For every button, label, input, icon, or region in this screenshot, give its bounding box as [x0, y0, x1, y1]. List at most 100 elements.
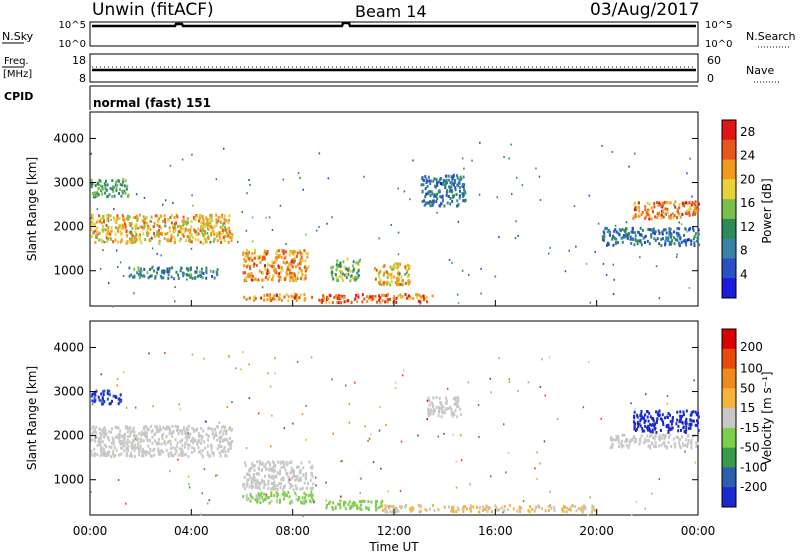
power-cell	[613, 229, 616, 233]
power-cell	[637, 201, 640, 205]
vel-cell	[261, 495, 264, 499]
vel-cell	[690, 446, 693, 450]
power-cell	[191, 276, 194, 280]
vel-noise-cell	[265, 493, 268, 496]
vel-cell	[350, 505, 352, 509]
vel-cell	[663, 441, 666, 445]
power-cell	[269, 296, 271, 300]
vel-cell	[659, 417, 662, 421]
power-cell	[277, 254, 280, 258]
power-cell	[138, 234, 141, 238]
power-cell	[383, 293, 386, 297]
vel-noise-cell	[117, 479, 120, 481]
power-cell	[601, 235, 604, 239]
vel-cell	[374, 504, 377, 508]
power-cell	[446, 189, 449, 193]
power-cell	[202, 217, 204, 221]
power-cell	[173, 241, 176, 244]
power-cell	[644, 234, 647, 238]
vel-cell	[254, 482, 257, 486]
vel-cell	[242, 495, 245, 499]
power-cell	[173, 222, 176, 226]
power-cell	[335, 263, 338, 267]
power-cell	[279, 277, 282, 281]
vel-noise-cell	[522, 500, 525, 503]
vel-noise-cell	[201, 492, 203, 495]
vel-cell	[261, 468, 263, 472]
vel-cell	[616, 435, 619, 439]
power-cell	[222, 236, 225, 239]
vel-cell	[258, 487, 261, 491]
vel-cell	[149, 424, 152, 428]
power-cell	[332, 265, 335, 269]
vel-cell	[299, 477, 302, 481]
colorbar-tick-label: -200	[740, 480, 767, 494]
vel-cell	[103, 435, 106, 439]
power-cell	[285, 250, 287, 254]
power-cell	[292, 295, 295, 299]
power-cell	[208, 225, 211, 229]
power-cell	[136, 219, 139, 222]
power-cell	[203, 236, 206, 240]
power-cell	[251, 258, 254, 262]
vel-noise-cell	[541, 358, 543, 361]
power-noise-cell	[471, 159, 473, 162]
power-cell	[133, 274, 136, 278]
power-cell	[96, 181, 99, 185]
power-cell	[641, 228, 644, 232]
power-noise-cell	[539, 199, 542, 201]
power-cell	[450, 180, 453, 184]
power-cell	[612, 234, 614, 238]
vel-cell	[119, 440, 122, 444]
colorbar-segment	[722, 258, 736, 279]
power-cell	[615, 237, 618, 241]
vel-cell	[267, 486, 270, 490]
freq-label-1: Freq.	[4, 56, 29, 67]
freq-label-2: [MHz]	[3, 69, 32, 80]
vel-noise-cell	[100, 373, 102, 376]
vel-cell	[547, 505, 550, 508]
vel-cell	[506, 508, 509, 512]
power-cell	[143, 221, 146, 225]
power-cell	[425, 192, 428, 196]
power-cell	[169, 239, 172, 243]
power-cell	[124, 191, 127, 195]
power-cell	[131, 226, 134, 230]
power-cell	[382, 273, 385, 277]
vel-cell	[574, 504, 577, 508]
vel-cell	[678, 441, 681, 445]
power-cell	[160, 226, 162, 230]
power-cell	[121, 227, 124, 231]
vel-cell	[112, 449, 115, 453]
power-cell	[284, 262, 287, 265]
vel-cell	[643, 421, 646, 424]
vel-cell	[97, 395, 100, 399]
power-cell	[282, 260, 285, 264]
power-noise-cell	[686, 230, 688, 233]
vel-cell	[652, 436, 655, 440]
power-cell	[433, 194, 436, 198]
power-noise-cell	[588, 194, 591, 197]
vel-cell	[252, 476, 255, 480]
vel-cell	[697, 415, 700, 419]
vel-cell	[280, 478, 283, 482]
power-cell	[219, 237, 222, 241]
power-cell	[159, 214, 162, 218]
vel-cell	[354, 503, 357, 507]
vel-cell	[160, 428, 163, 432]
power-cell	[204, 233, 207, 237]
vel-cell	[290, 466, 293, 470]
vel-cell	[394, 506, 397, 510]
power-cell	[461, 185, 464, 188]
vel-cell	[94, 398, 97, 402]
power-cell	[140, 274, 143, 278]
vel-cell	[276, 492, 279, 496]
power-cell	[197, 238, 200, 242]
power-cell	[451, 199, 454, 203]
vel-cell	[637, 425, 640, 429]
power-cell	[688, 213, 691, 217]
vel-cell	[304, 500, 307, 504]
vel-cell	[258, 460, 261, 463]
power-noise-cell	[215, 178, 218, 181]
power-cell	[91, 182, 94, 186]
